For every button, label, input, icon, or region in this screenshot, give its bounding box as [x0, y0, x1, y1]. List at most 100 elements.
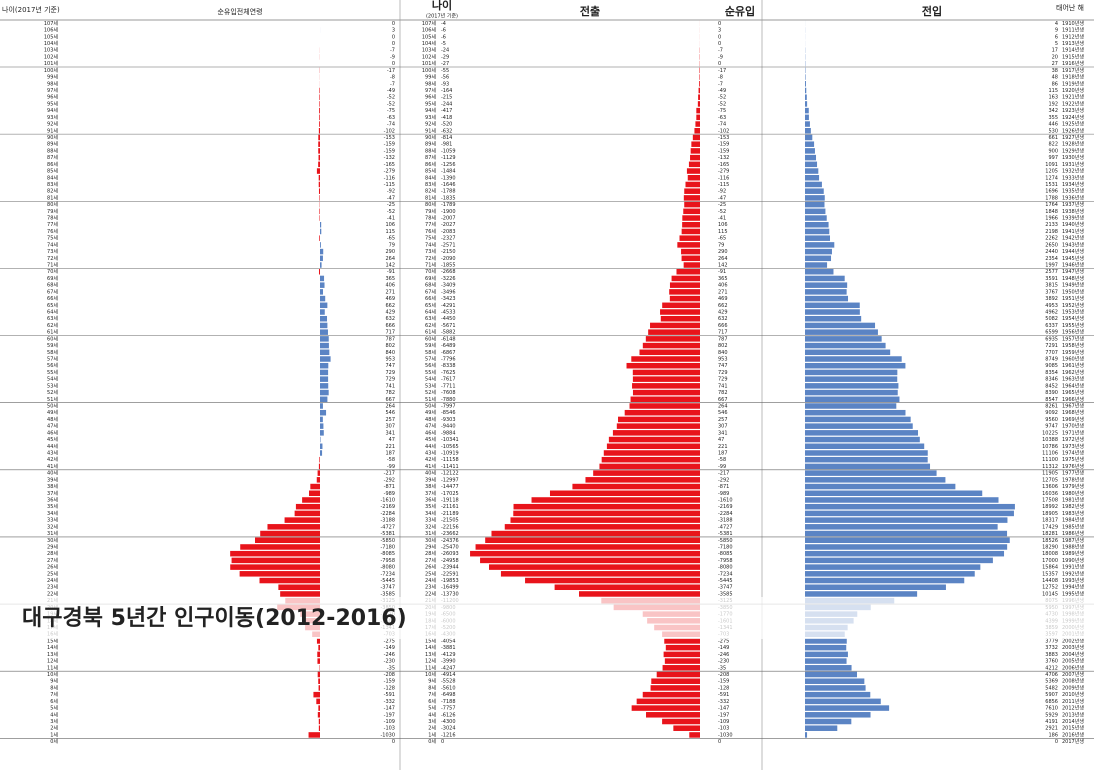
age-label-left: 54세	[47, 376, 58, 383]
out-value: -11411	[441, 464, 459, 470]
age-label-left: 2세	[50, 725, 58, 732]
out-bar	[648, 329, 700, 335]
in-bar	[805, 87, 807, 94]
net-bar	[317, 651, 320, 658]
net-value: 221	[718, 444, 728, 450]
birth-year: 1954년생	[1062, 315, 1084, 322]
net-value-left: 0	[392, 41, 395, 47]
in-bar	[805, 698, 881, 705]
net-value: -159	[718, 148, 729, 154]
birth-year: 1986년생	[1062, 530, 1084, 537]
age-label: 7세	[428, 691, 436, 698]
out-bar	[500, 571, 700, 577]
age-label: 14세	[425, 644, 436, 651]
net-bar	[318, 718, 320, 725]
net-value: -208	[718, 672, 729, 678]
out-bar	[698, 94, 700, 100]
net-value: -2284	[718, 511, 733, 517]
in-value: 2650	[1045, 242, 1058, 248]
out-value: -7997	[441, 403, 456, 409]
age-label: 61세	[425, 329, 436, 336]
in-value: 7707	[1045, 350, 1058, 356]
out-value: -2090	[441, 256, 456, 262]
in-bar	[805, 712, 871, 718]
in-value: 4962	[1045, 310, 1058, 316]
in-bar	[805, 557, 993, 564]
out-value: -1789	[441, 202, 456, 208]
birth-year: 1957년생	[1062, 335, 1084, 342]
age-label-left: 55세	[47, 369, 58, 376]
age-label: 40세	[425, 470, 436, 477]
header-birth: 태어난 해	[1056, 3, 1084, 12]
net-bar	[320, 356, 331, 362]
net-value: -128	[718, 685, 729, 691]
age-label-left: 98세	[47, 80, 58, 87]
net-value: 187	[718, 450, 728, 456]
birth-year: 2010년생	[1062, 691, 1084, 698]
net-value: -92	[718, 189, 726, 195]
in-value: 2354	[1045, 256, 1058, 262]
out-bar	[631, 356, 700, 362]
in-value: 8390	[1045, 390, 1058, 396]
age-label: 37세	[425, 490, 436, 497]
out-bar	[629, 403, 700, 409]
birth-year: 1939년생	[1062, 215, 1084, 222]
age-label: 68세	[425, 282, 436, 289]
age-label: 42세	[425, 456, 436, 463]
out-bar	[682, 215, 700, 221]
age-label-left: 77세	[47, 221, 58, 228]
in-bar	[805, 121, 810, 127]
net-value-left: -8085	[380, 551, 395, 557]
in-value: 6599	[1045, 330, 1058, 336]
age-label-left: 45세	[47, 436, 58, 443]
net-bar	[320, 389, 329, 396]
birth-year: 1956년생	[1062, 329, 1084, 336]
net-value-left: -2284	[380, 511, 395, 517]
age-label: 96세	[425, 94, 436, 101]
net-value: -109	[718, 719, 729, 725]
in-bar	[805, 161, 818, 168]
net-value-left: -4727	[380, 524, 395, 530]
net-value-left: 115	[385, 229, 395, 235]
out-value: -4291	[441, 303, 456, 309]
in-bar	[805, 591, 918, 597]
out-bar	[692, 134, 700, 141]
age-label-left: 52세	[47, 389, 58, 396]
birth-year: 1912년생	[1062, 33, 1084, 40]
age-label-left: 80세	[47, 201, 58, 208]
in-value: 9	[1055, 28, 1058, 34]
in-bar	[805, 665, 852, 671]
in-value: 1997	[1045, 263, 1058, 269]
net-value-left: -5381	[380, 531, 395, 537]
header-total-net: 순유입전체연령	[217, 7, 262, 16]
birth-year: 2014년생	[1062, 718, 1084, 725]
net-value: -52	[718, 95, 726, 101]
age-label-left: 27세	[47, 557, 58, 564]
net-value-left: 741	[385, 383, 395, 389]
net-value: -41	[718, 216, 726, 222]
birth-year: 1952년생	[1062, 302, 1084, 309]
in-bar	[805, 329, 878, 335]
out-bar	[683, 208, 700, 215]
age-label-left: 65세	[47, 302, 58, 309]
age-label-left: 64세	[47, 309, 58, 316]
net-value: 802	[718, 343, 728, 349]
net-value: 0	[718, 21, 721, 27]
age-label-left: 96세	[47, 94, 58, 101]
age-label: 62세	[425, 322, 436, 329]
age-label-left: 28세	[47, 550, 58, 557]
age-label: 41세	[425, 463, 436, 470]
title-backdrop	[0, 597, 1094, 639]
in-bar	[805, 362, 906, 369]
age-label: 54세	[425, 376, 436, 383]
in-value: 3732	[1045, 645, 1058, 651]
out-value: -56	[441, 75, 449, 81]
age-label-left: 100세	[44, 67, 59, 74]
out-value: -2150	[441, 249, 456, 255]
out-value: -19118	[441, 497, 459, 503]
in-value: 18526	[1042, 538, 1058, 544]
in-value: 5907	[1045, 692, 1058, 698]
birth-year: 1943년생	[1062, 241, 1084, 248]
age-label: 50세	[425, 402, 436, 409]
in-value: 18290	[1042, 544, 1058, 550]
